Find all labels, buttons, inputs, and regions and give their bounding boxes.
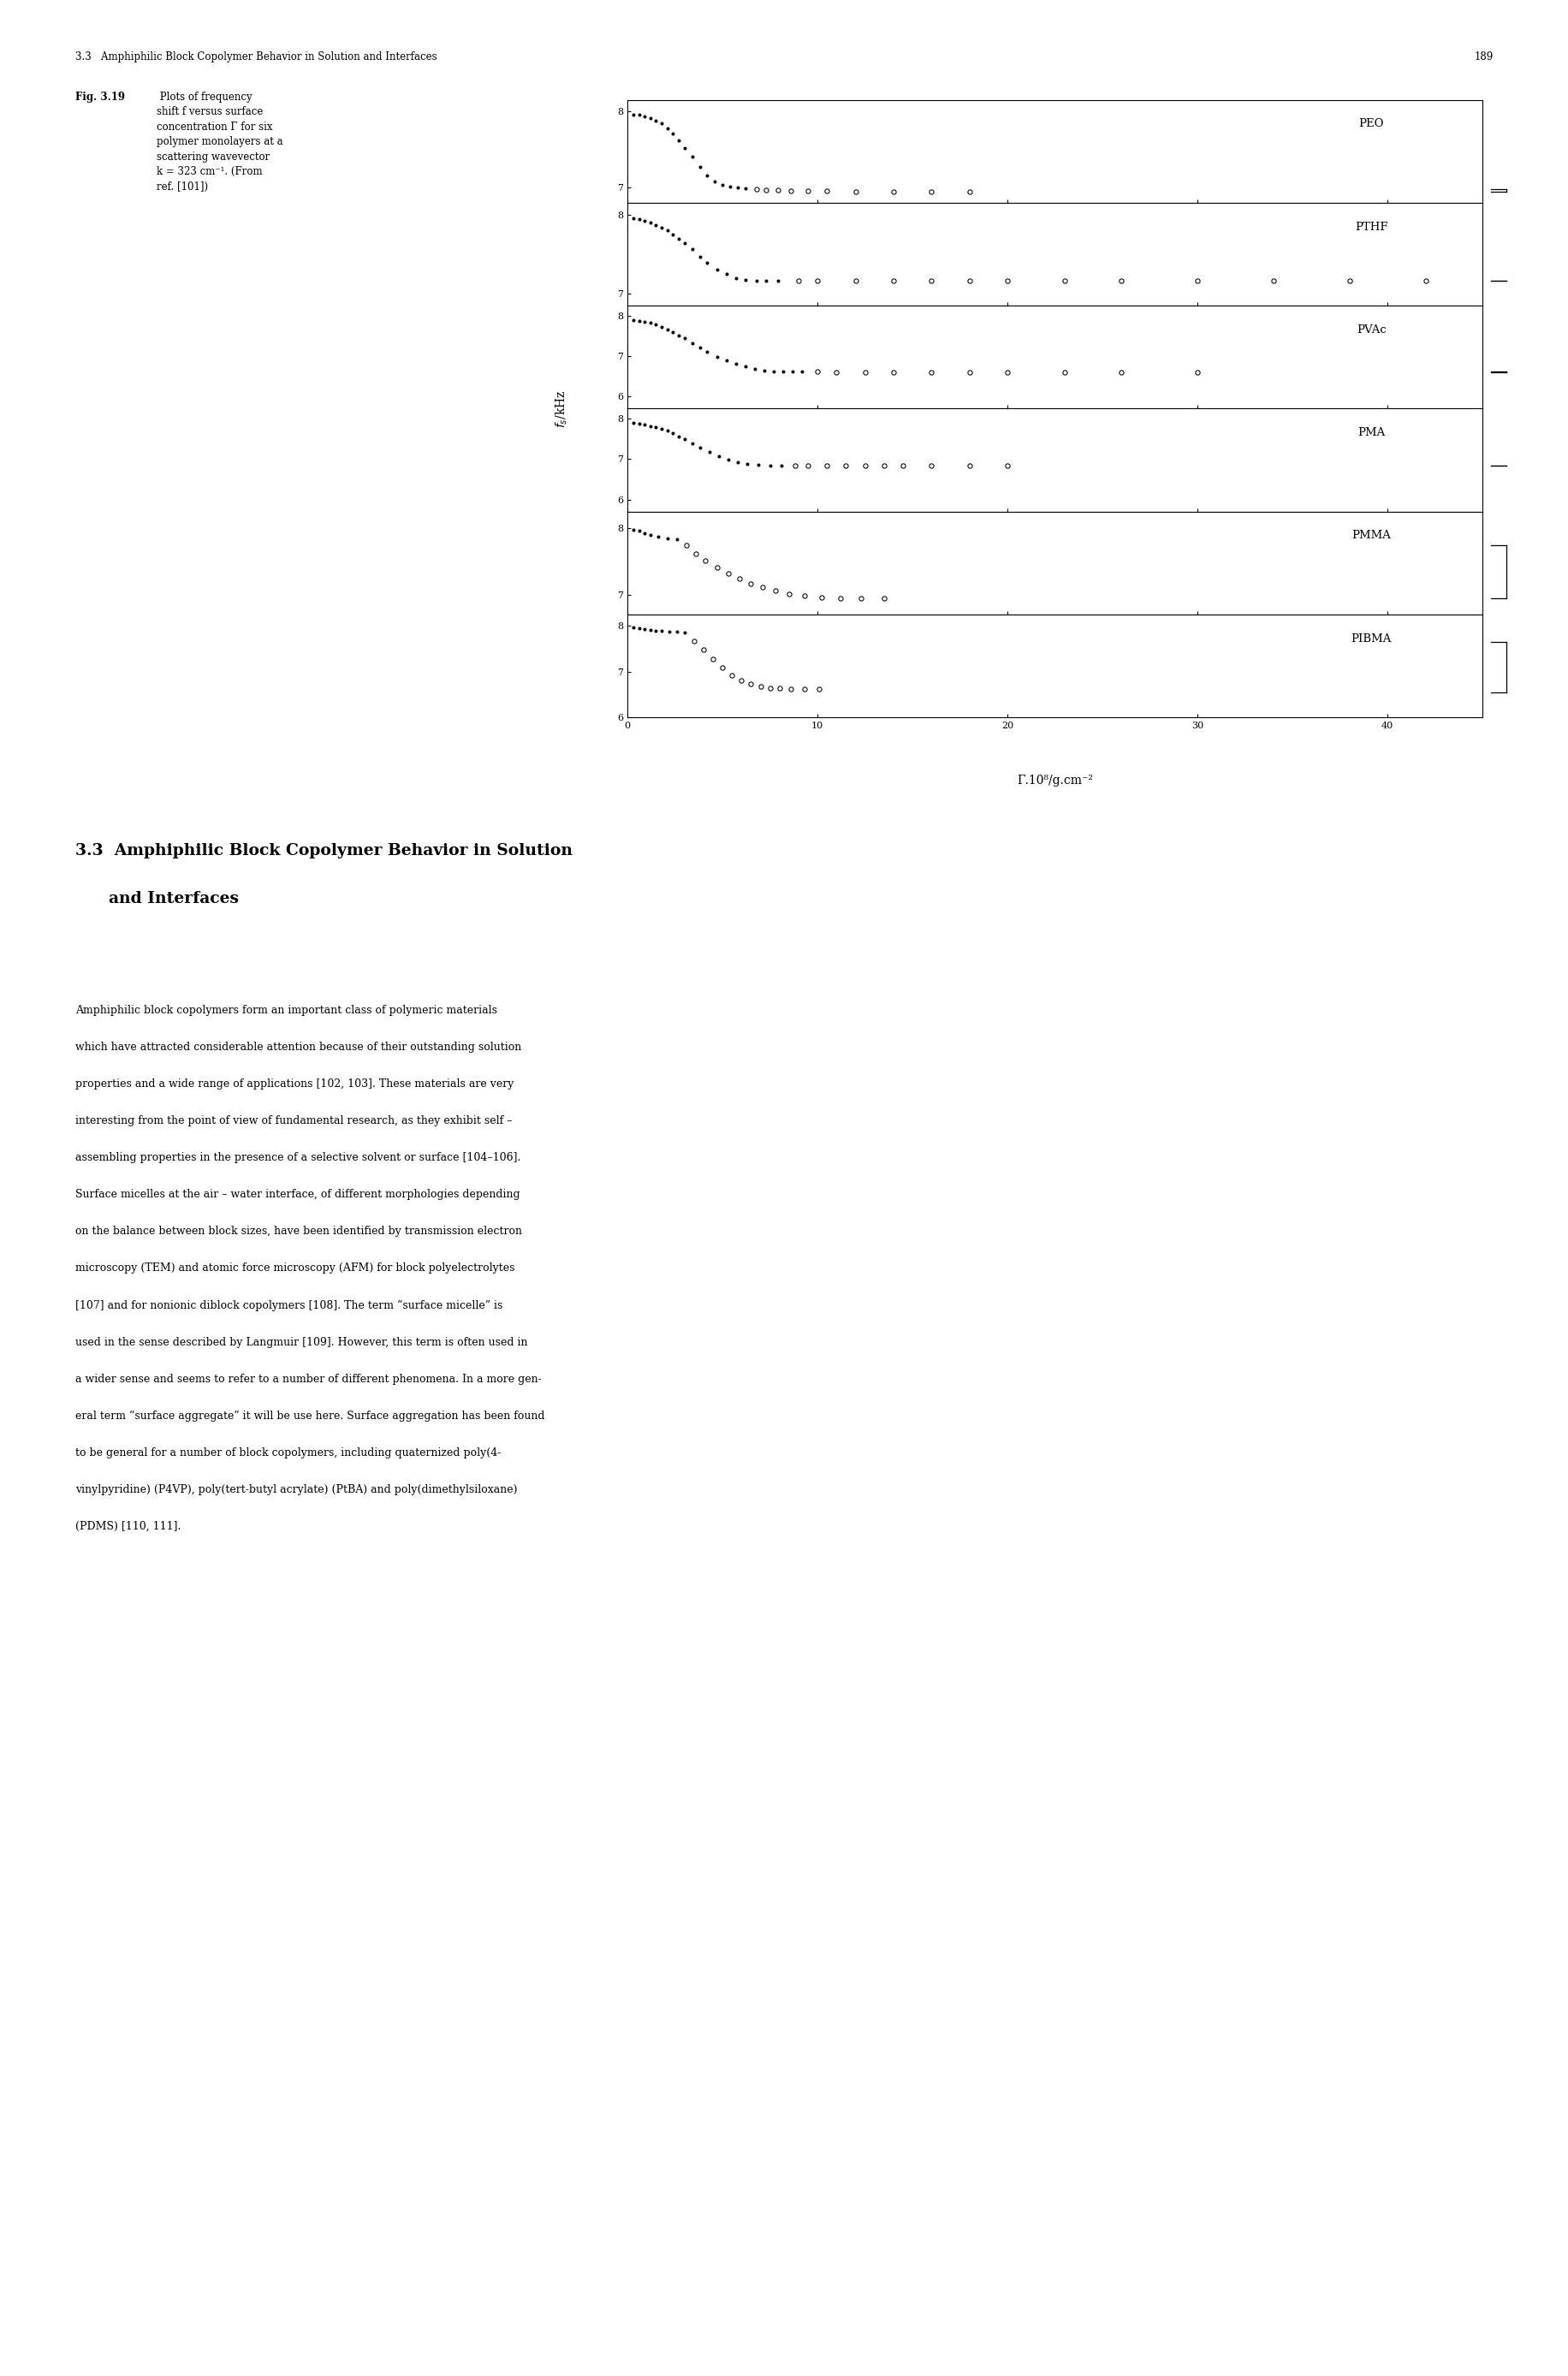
Text: PMA: PMA (1356, 428, 1385, 437)
Text: microscopy (TEM) and atomic force microscopy (AFM) for block polyelectrolytes: microscopy (TEM) and atomic force micros… (75, 1264, 514, 1274)
Text: (PDMS) [110, 111].: (PDMS) [110, 111]. (75, 1521, 180, 1533)
Text: interesting from the point of view of fundamental research, as they exhibit self: interesting from the point of view of fu… (75, 1117, 513, 1126)
Text: assembling properties in the presence of a selective solvent or surface [104–106: assembling properties in the presence of… (75, 1152, 521, 1164)
Text: 189: 189 (1474, 50, 1493, 62)
Text: 3.3   Amphiphilic Block Copolymer Behavior in Solution and Interfaces: 3.3 Amphiphilic Block Copolymer Behavior… (75, 50, 437, 62)
Text: Γ.10⁸/g.cm⁻²: Γ.10⁸/g.cm⁻² (1016, 775, 1093, 786)
Text: to be general for a number of block copolymers, including quaternized poly(4-: to be general for a number of block copo… (75, 1447, 500, 1459)
Text: eral term “surface aggregate” it will be use here. Surface aggregation has been : eral term “surface aggregate” it will be… (75, 1411, 544, 1421)
Text: and Interfaces: and Interfaces (75, 891, 238, 905)
Text: Fig. 3.19: Fig. 3.19 (75, 90, 125, 102)
Text: PMMA: PMMA (1352, 530, 1391, 542)
Text: PEO: PEO (1358, 119, 1383, 128)
Text: on the balance between block sizes, have been identified by transmission electro: on the balance between block sizes, have… (75, 1226, 522, 1238)
Text: Plots of frequency
shift f versus surface
concentration Γ for six
polymer monola: Plots of frequency shift f versus surfac… (157, 90, 284, 192)
Text: properties and a wide range of applications [102, 103]. These materials are very: properties and a wide range of applicati… (75, 1079, 514, 1091)
Text: PVAc: PVAc (1356, 323, 1386, 335)
Text: 3.3  Amphiphilic Block Copolymer Behavior in Solution: 3.3 Amphiphilic Block Copolymer Behavior… (75, 843, 572, 858)
Text: Amphiphilic block copolymers form an important class of polymeric materials: Amphiphilic block copolymers form an imp… (75, 1005, 497, 1017)
Text: $f_s$/kHz: $f_s$/kHz (554, 390, 569, 428)
Text: used in the sense described by Langmuir [109]. However, this term is often used : used in the sense described by Langmuir … (75, 1338, 527, 1347)
Text: Surface micelles at the air – water interface, of different morphologies dependi: Surface micelles at the air – water inte… (75, 1190, 519, 1200)
Text: vinylpyridine) (P4VP), poly(tert-butyl acrylate) (PtBA) and poly(dimethylsiloxan: vinylpyridine) (P4VP), poly(tert-butyl a… (75, 1483, 517, 1495)
Text: [107] and for nonionic diblock copolymers [108]. The term “surface micelle” is: [107] and for nonionic diblock copolymer… (75, 1300, 502, 1312)
Text: PTHF: PTHF (1355, 221, 1388, 233)
Text: a wider sense and seems to refer to a number of different phenomena. In a more g: a wider sense and seems to refer to a nu… (75, 1373, 541, 1385)
Text: PIBMA: PIBMA (1350, 632, 1391, 644)
Text: which have attracted considerable attention because of their outstanding solutio: which have attracted considerable attent… (75, 1043, 521, 1053)
